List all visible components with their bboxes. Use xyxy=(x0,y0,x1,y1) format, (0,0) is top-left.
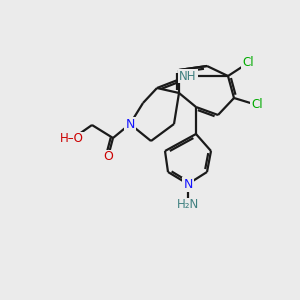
Text: Cl: Cl xyxy=(242,56,254,70)
Text: NH: NH xyxy=(179,70,197,83)
Text: O: O xyxy=(103,151,113,164)
Text: H–O: H–O xyxy=(60,133,84,146)
Text: N: N xyxy=(125,118,135,130)
Text: Cl: Cl xyxy=(251,98,263,112)
Text: N: N xyxy=(183,178,193,190)
Text: H₂N: H₂N xyxy=(177,199,199,212)
